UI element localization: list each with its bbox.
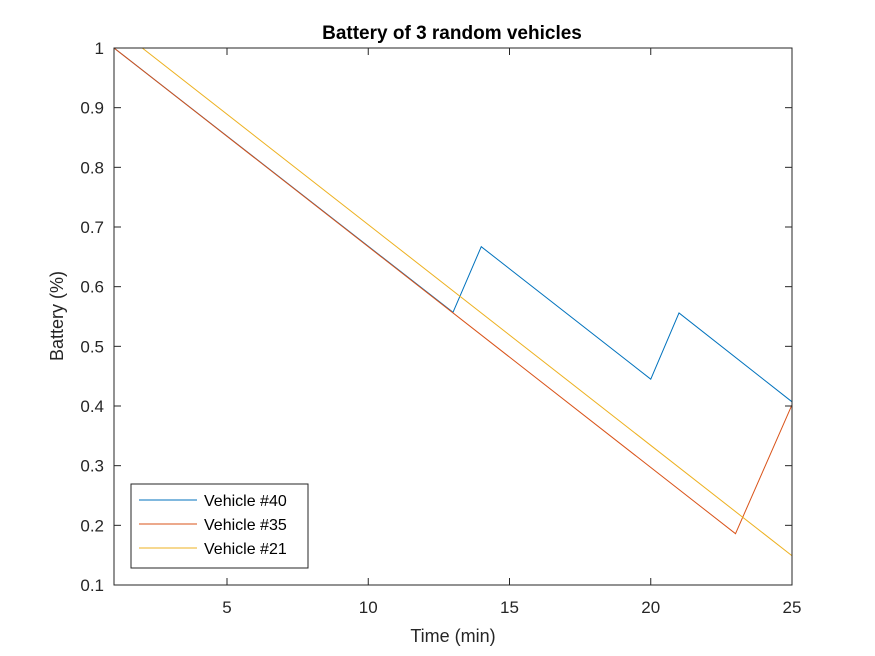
y-tick-label: 0.8: [80, 158, 104, 177]
x-axis: 5 10 15 20 25: [222, 48, 801, 617]
y-tick-label: 0.3: [80, 457, 104, 476]
y-tick-label: 0.4: [80, 397, 104, 416]
y-tick-label: 0.5: [80, 337, 104, 356]
y-tick-label: 0.7: [80, 218, 104, 237]
legend-entry-label: Vehicle #40: [204, 493, 287, 510]
x-tick-label: 10: [359, 598, 378, 617]
y-tick-label: 0.9: [80, 99, 104, 118]
plot-frame: [113, 47, 793, 586]
legend-box: [130, 483, 309, 569]
x-tick-label: 20: [641, 598, 660, 617]
x-tick-label: 25: [783, 598, 802, 617]
x-axis-label: Time (min): [410, 626, 495, 646]
y-tick-label: 0.1: [80, 576, 104, 595]
y-tick-label: 0.6: [80, 278, 104, 297]
y-axis-label: Battery (%): [47, 271, 67, 361]
x-tick-label: 15: [500, 598, 519, 617]
chart-title: Battery of 3 random vehicles: [322, 23, 582, 44]
legend-entry-label: Vehicle #21: [204, 541, 287, 558]
x-tick-label: 5: [222, 598, 231, 617]
legend-entry-label: Vehicle #35: [204, 517, 287, 534]
y-tick-label: 0.2: [80, 516, 104, 535]
y-tick-label: 1: [95, 39, 104, 58]
y-axis: 0.1 0.2 0.3 0.4 0.5 0.6 0.7 0.8 0.9 1: [80, 39, 792, 595]
legend: Vehicle #40 Vehicle #35 Vehicle #21: [130, 483, 309, 569]
series-line-2: [113, 47, 793, 535]
